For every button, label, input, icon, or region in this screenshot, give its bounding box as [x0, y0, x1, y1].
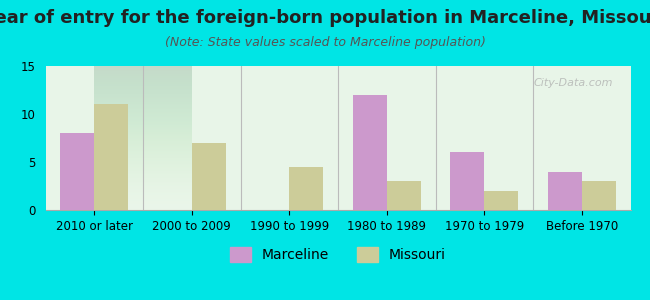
Text: Year of entry for the foreign-born population in Marceline, Missouri: Year of entry for the foreign-born popul… [0, 9, 650, 27]
Legend: Marceline, Missouri: Marceline, Missouri [224, 242, 452, 268]
Text: City-Data.com: City-Data.com [534, 77, 613, 88]
Bar [582, 181, 616, 210]
Bar [547, 172, 582, 210]
Bar [94, 104, 129, 210]
Bar [289, 167, 324, 210]
Bar [60, 133, 94, 210]
Bar [353, 95, 387, 210]
Bar [484, 191, 519, 210]
Bar [192, 143, 226, 210]
Bar [450, 152, 484, 210]
Text: (Note: State values scaled to Marceline population): (Note: State values scaled to Marceline … [164, 36, 486, 49]
Bar [387, 181, 421, 210]
